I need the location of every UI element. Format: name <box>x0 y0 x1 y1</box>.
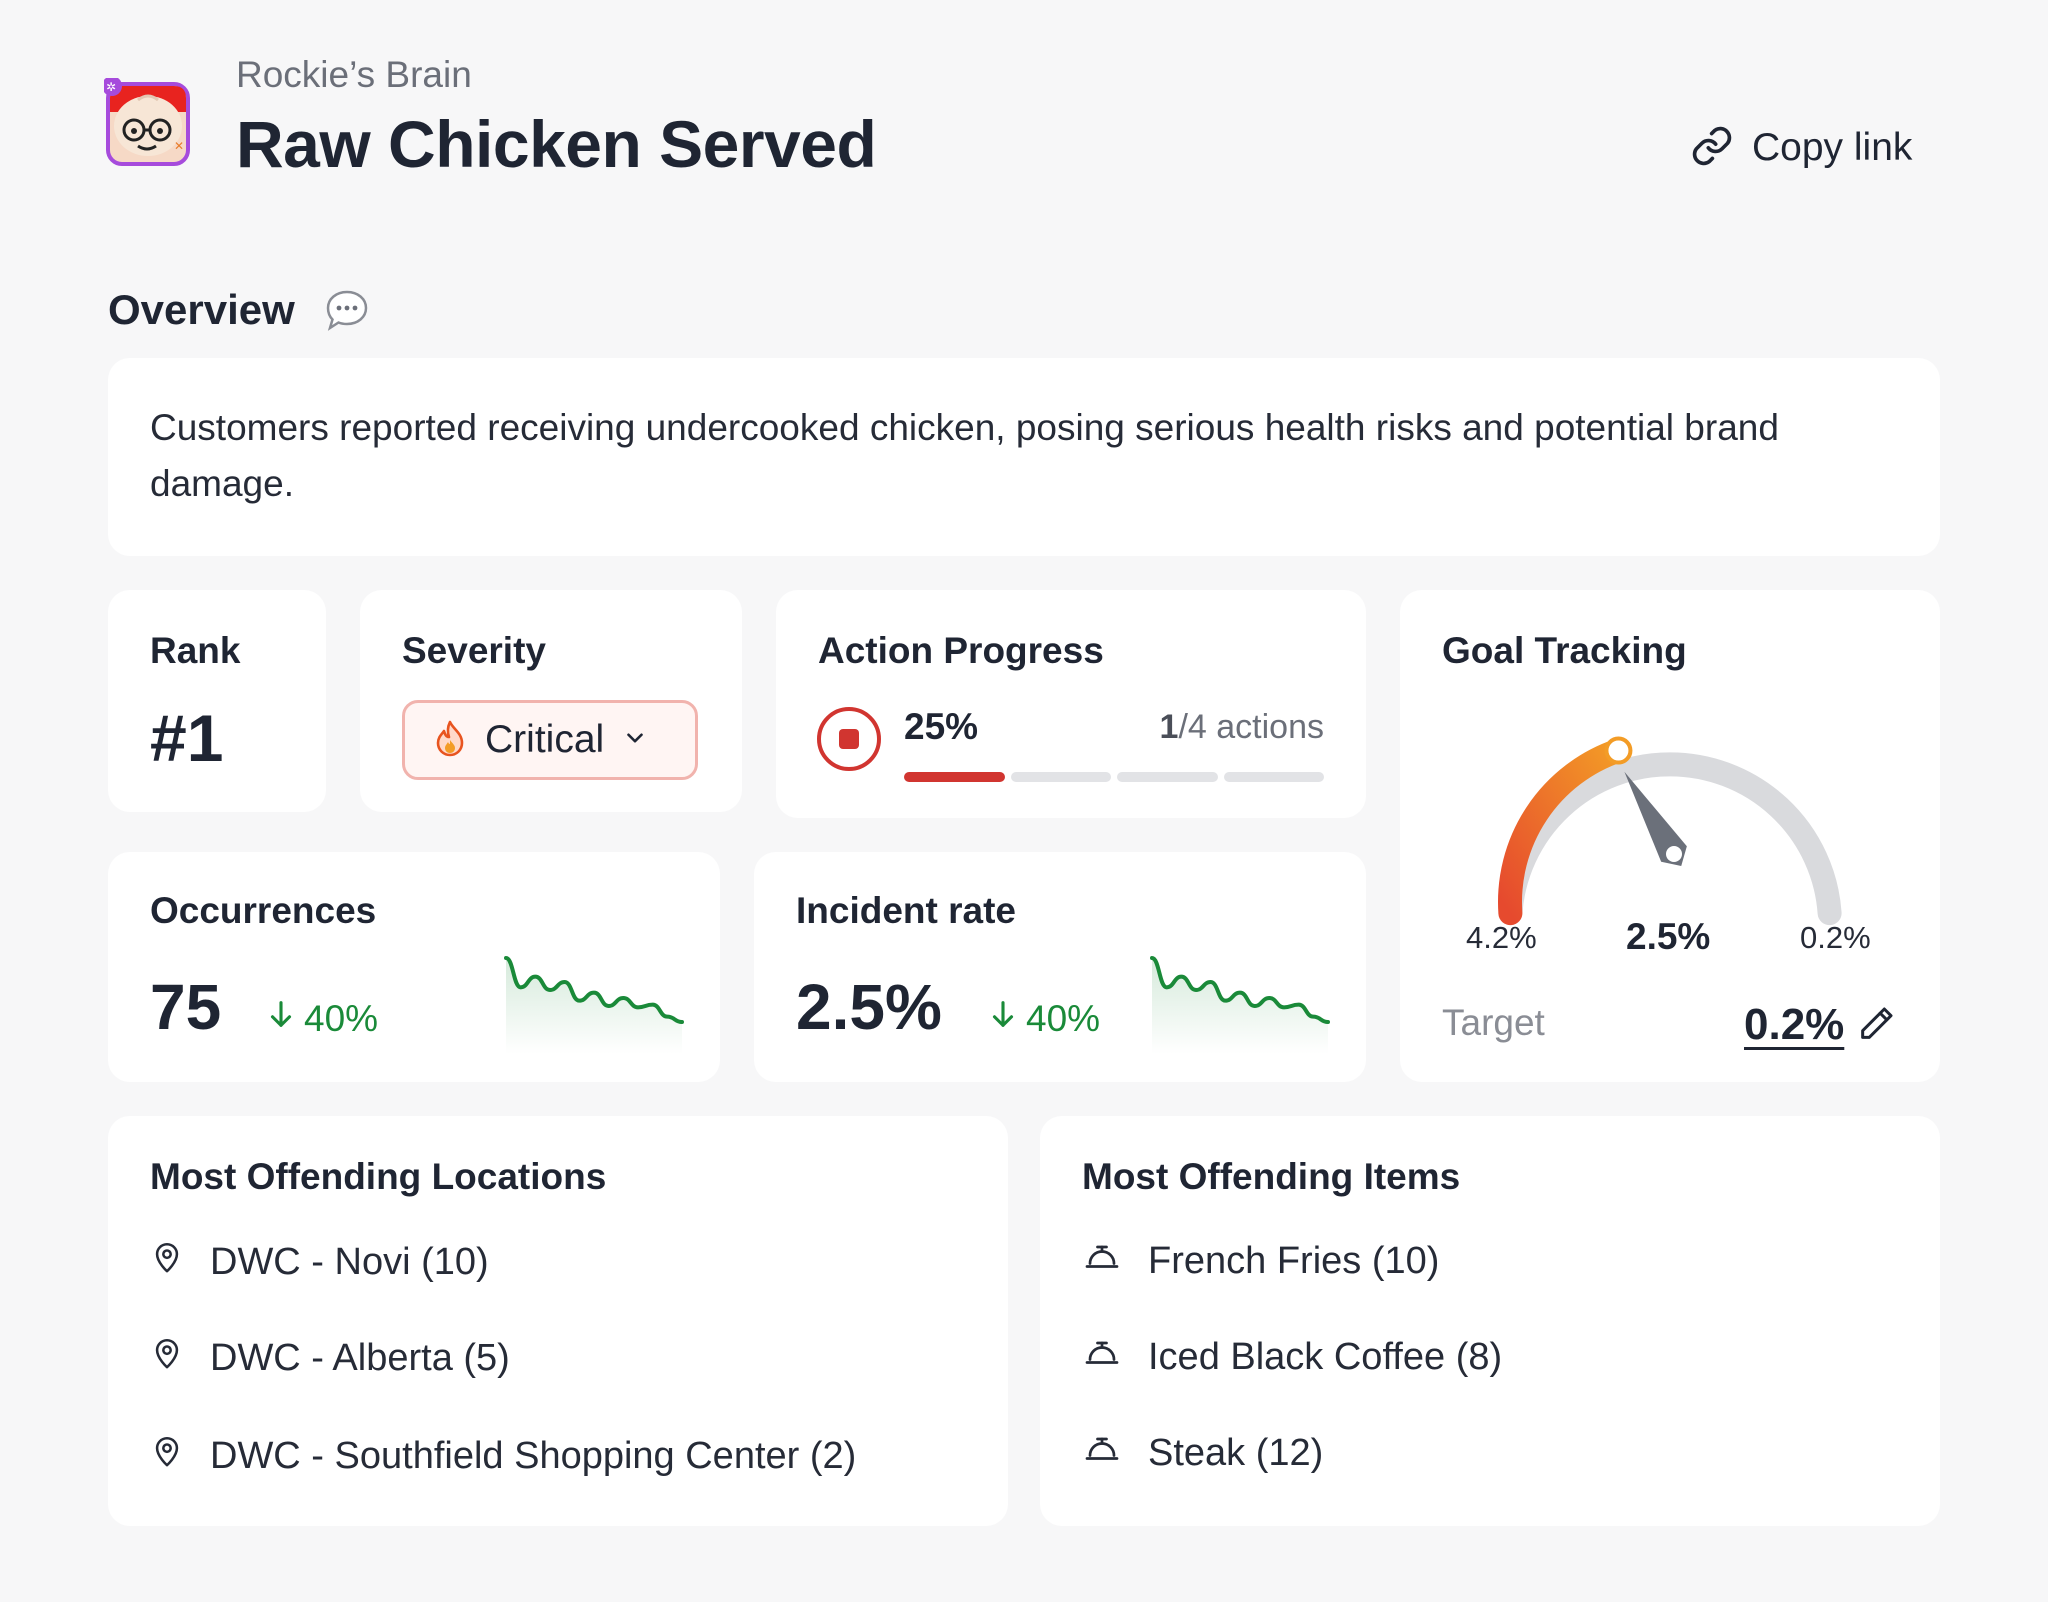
menu-item-label: Iced Black Coffee (8) <box>1148 1335 1503 1378</box>
target-label: Target <box>1442 1002 1545 1043</box>
location-item[interactable]: DWC - Alberta (5) <box>150 1334 510 1382</box>
occurrences-delta-value: 40% <box>304 997 379 1039</box>
cloche-icon <box>1082 1430 1122 1476</box>
action-progress-title: Action Progress <box>818 630 1104 671</box>
menu-item-label: French Fries (10) <box>1148 1239 1440 1282</box>
menu-items-card: Most Offending Items French Fries (10) I… <box>1040 1116 1940 1526</box>
page-title: Raw Chicken Served <box>236 107 877 181</box>
cloche-icon <box>1082 1334 1122 1380</box>
sparkline-line <box>504 956 684 1024</box>
stop-icon[interactable] <box>816 706 882 772</box>
copy-link-label: Copy link <box>1752 126 1913 169</box>
cloche-icon <box>1082 1238 1122 1284</box>
overview-title: Overview <box>108 286 295 333</box>
fire-icon <box>433 719 467 762</box>
progress-segment <box>904 772 1005 782</box>
rank-card: Rank #1 <box>108 590 326 812</box>
incident-rate-value: 2.5% <box>796 971 942 1043</box>
action-progress-card: Action Progress 25% 1/4 actions <box>776 590 1366 818</box>
pencil-edit-icon[interactable] <box>1856 1004 1896 1044</box>
incident-rate-delta-value: 40% <box>1026 997 1101 1039</box>
severity-dropdown[interactable]: Critical <box>402 700 698 780</box>
progress-segment <box>1117 772 1218 782</box>
menu-item[interactable]: Steak (12) <box>1082 1430 1323 1476</box>
goal-tracking-title: Goal Tracking <box>1442 630 1687 671</box>
incident-rate-delta: 40% <box>986 996 1100 1041</box>
svg-text:✕: ✕ <box>174 139 184 153</box>
locations-card: Most Offending Locations DWC - Novi (10)… <box>108 1116 1008 1526</box>
severity-title: Severity <box>402 630 546 671</box>
occurrences-title: Occurrences <box>150 890 377 931</box>
location-item[interactable]: DWC - Southfield Shopping Center (2) <box>150 1432 856 1480</box>
gauge-max-label: 0.2% <box>1800 920 1871 955</box>
menu-items-title: Most Offending Items <box>1082 1156 1461 1197</box>
action-progress-count: 1/4 actions <box>1160 708 1324 747</box>
link-icon <box>1690 124 1734 173</box>
copy-link-button[interactable]: Copy link <box>1690 118 1912 178</box>
severity-value: Critical <box>485 718 605 761</box>
goal-tracking-card: Goal Tracking 4.2% 2.5% 0.2% Target <box>1400 590 1940 1082</box>
comment-icon[interactable] <box>324 288 370 332</box>
gauge-needle <box>1624 771 1687 866</box>
gauge-fill <box>1498 738 1631 926</box>
occurrences-sparkline <box>504 956 684 1054</box>
incident-rate-sparkline <box>1150 956 1330 1054</box>
map-pin-icon <box>150 1432 184 1480</box>
progress-track <box>904 772 1324 782</box>
gauge-needle-hub <box>1666 846 1682 862</box>
location-item[interactable]: DWC - Novi (10) <box>150 1238 489 1286</box>
occurrences-value: 75 <box>150 971 222 1043</box>
location-label: DWC - Novi (10) <box>210 1240 489 1283</box>
goal-gauge <box>1498 736 1842 926</box>
action-total-label: /4 actions <box>1178 708 1324 746</box>
action-completed-count: 1 <box>1159 708 1179 746</box>
incident-rate-card: Incident rate 2.5% 40% <box>754 852 1366 1082</box>
arrow-down-icon <box>986 996 1020 1041</box>
progress-segment <box>1010 772 1111 782</box>
gauge-min-label: 4.2% <box>1466 920 1537 955</box>
sparkline-area <box>506 958 682 1054</box>
locations-title: Most Offending Locations <box>150 1156 607 1197</box>
gauge-current-label: 2.5% <box>1626 916 1711 957</box>
progress-segment <box>1223 772 1324 782</box>
menu-item-label: Steak (12) <box>1148 1431 1324 1474</box>
occurrences-card: Occurrences 75 40% <box>108 852 720 1082</box>
app-name: Rockie’s Brain <box>236 54 472 95</box>
rank-value: #1 <box>150 701 224 775</box>
arrow-down-icon <box>264 996 298 1041</box>
menu-item[interactable]: Iced Black Coffee (8) <box>1082 1334 1502 1380</box>
svg-text:✲: ✲ <box>106 80 116 94</box>
target-value[interactable]: 0.2% <box>1744 1000 1845 1049</box>
incident-rate-title: Incident rate <box>796 890 1016 931</box>
map-pin-icon <box>150 1334 184 1382</box>
menu-item[interactable]: French Fries (10) <box>1082 1238 1439 1284</box>
rockie-avatar-icon: ✕ ✲ <box>102 76 194 166</box>
location-label: DWC - Alberta (5) <box>210 1336 510 1379</box>
rank-title: Rank <box>150 630 241 671</box>
location-label: DWC - Southfield Shopping Center (2) <box>210 1434 857 1477</box>
sparkline-line <box>1150 956 1330 1024</box>
gauge-knob <box>1604 736 1633 765</box>
sparkline-area <box>1152 958 1328 1054</box>
map-pin-icon <box>150 1238 184 1286</box>
overview-card <box>108 358 1940 556</box>
overview-description: Customers reported receiving undercooked… <box>150 407 1779 504</box>
chevron-down-icon <box>622 725 648 756</box>
action-progress-percent: 25% <box>904 706 979 747</box>
occurrences-delta: 40% <box>264 996 378 1041</box>
